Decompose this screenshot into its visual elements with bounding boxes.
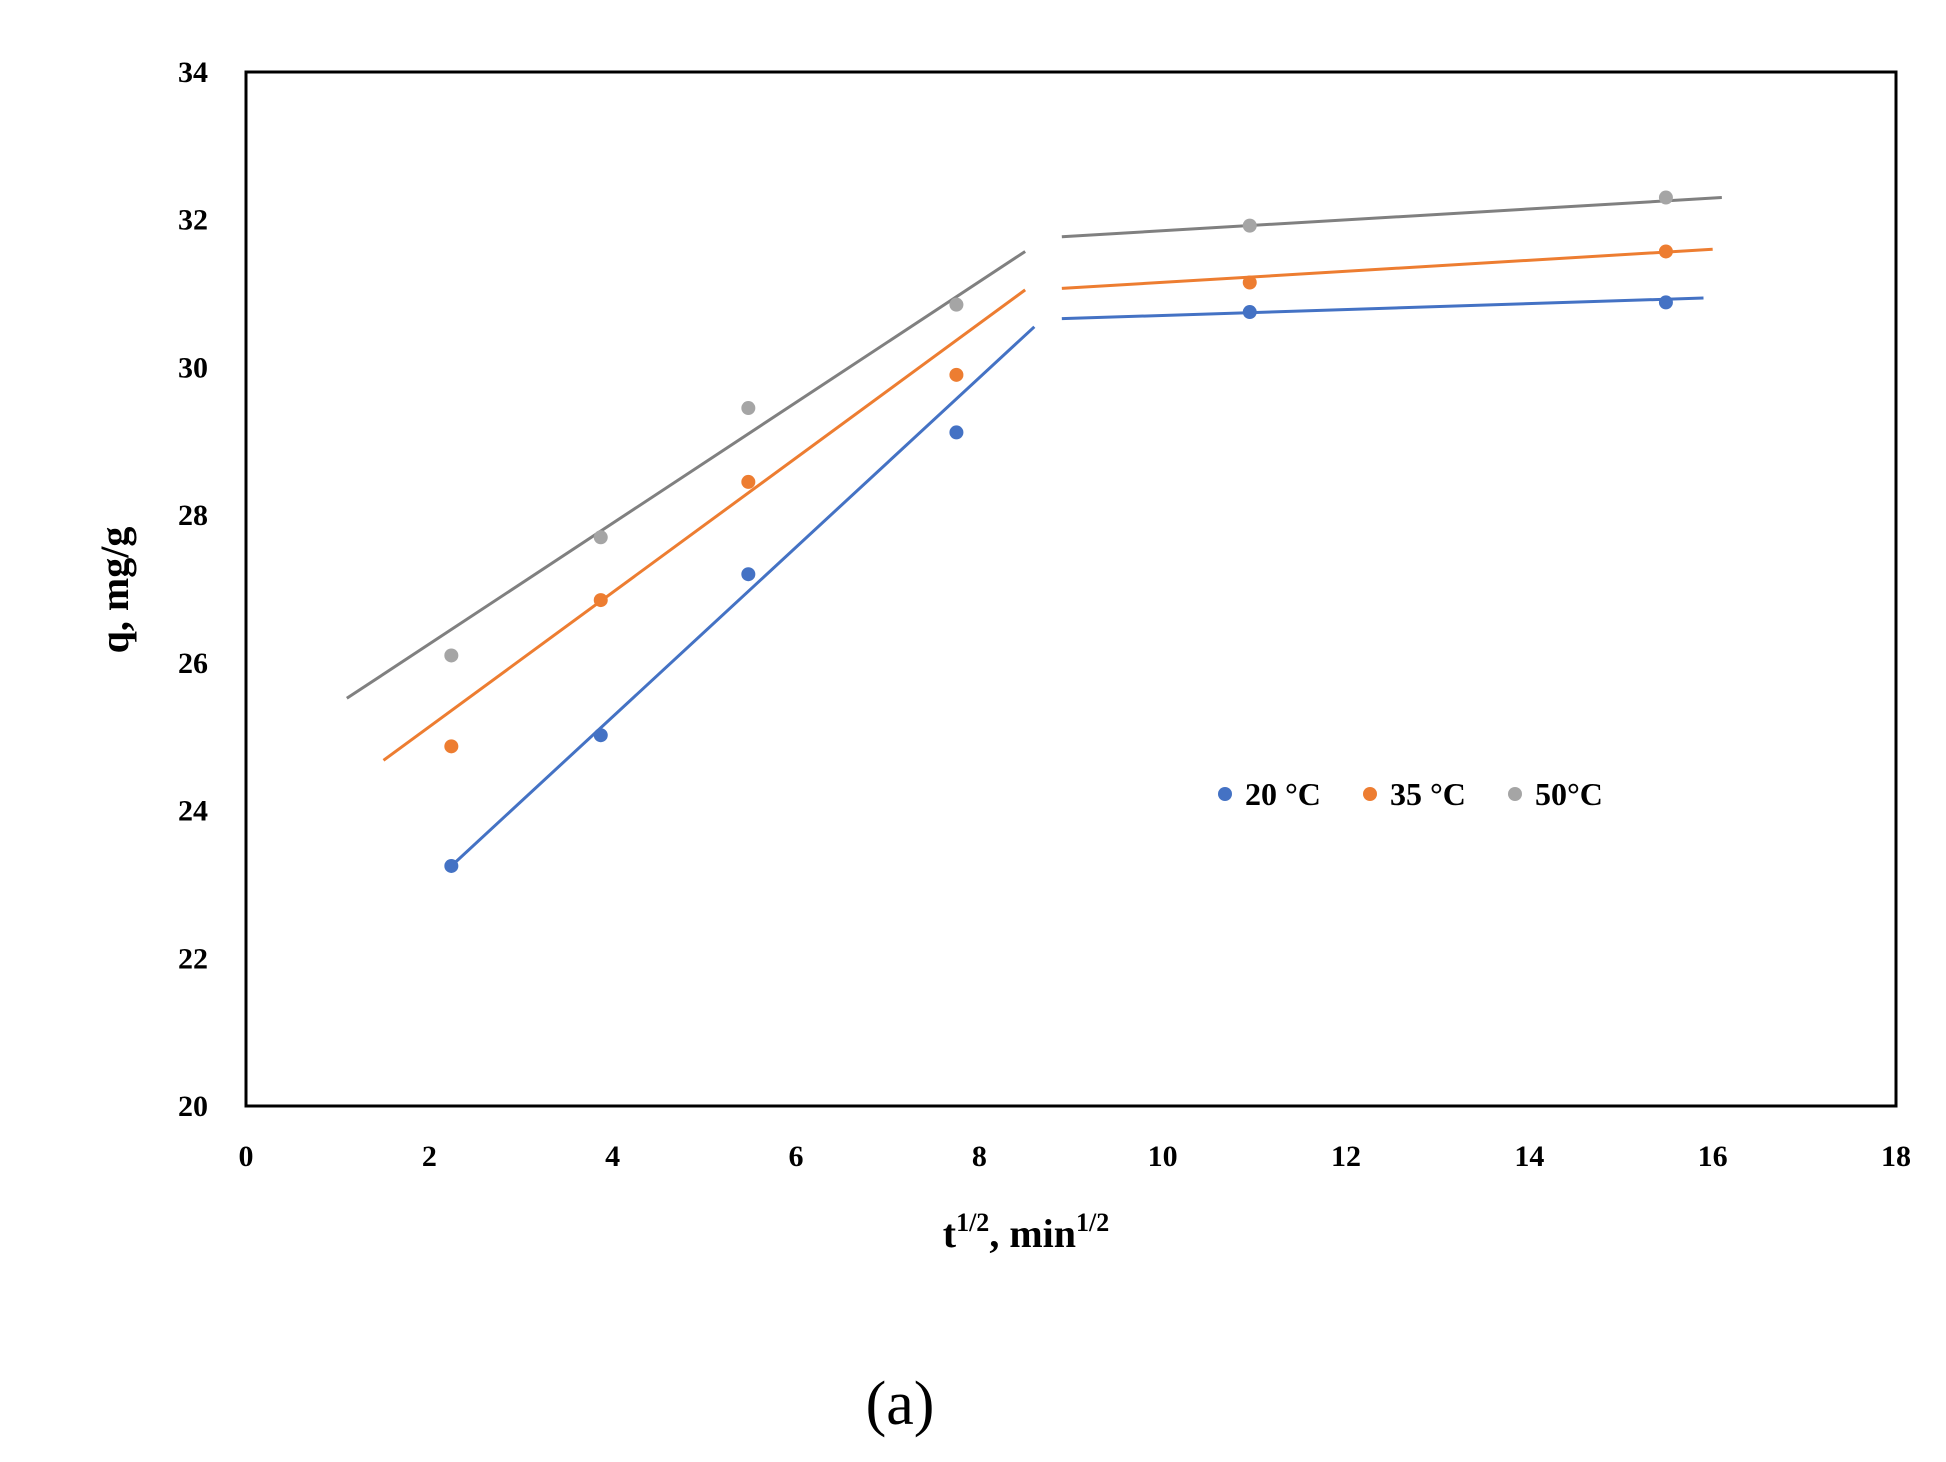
point-series-1 bbox=[1658, 295, 1673, 310]
y-axis-title: q, mg/g bbox=[92, 527, 137, 654]
x-axis-title-sup: 1/2 bbox=[956, 1208, 989, 1237]
legend: 20 °C 35 °C 50°C bbox=[1218, 776, 1603, 812]
point-series-3 bbox=[949, 297, 964, 312]
legend-marker-series-2 bbox=[1363, 787, 1377, 801]
x-tick-label: 12 bbox=[1331, 1140, 1361, 1173]
point-series-1 bbox=[444, 858, 459, 873]
y-tick-label: 24 bbox=[178, 795, 208, 828]
point-series-1 bbox=[949, 425, 964, 440]
y-tick-label: 30 bbox=[178, 351, 208, 384]
legend-marker-series-3 bbox=[1508, 787, 1522, 801]
y-tick-label: 22 bbox=[178, 942, 208, 975]
point-series-3 bbox=[444, 648, 459, 663]
y-tick-label: 32 bbox=[178, 204, 208, 237]
panel-label: (a) bbox=[866, 1370, 935, 1438]
point-series-2 bbox=[1242, 275, 1257, 290]
y-axis-ticks: 20 22 24 26 28 30 32 34 bbox=[178, 56, 208, 1123]
x-tick-label: 6 bbox=[789, 1140, 804, 1173]
point-series-1 bbox=[593, 728, 608, 743]
point-series-2 bbox=[741, 474, 756, 489]
trendline-series-2-segment-2 bbox=[1061, 247, 1713, 290]
x-tick-label: 16 bbox=[1698, 1140, 1728, 1173]
y-tick-label: 28 bbox=[178, 499, 208, 532]
point-series-3 bbox=[741, 401, 756, 416]
point-series-3 bbox=[593, 530, 608, 545]
x-axis-title-unit: , min bbox=[989, 1211, 1076, 1256]
x-tick-label: 8 bbox=[972, 1140, 987, 1173]
plot-frame bbox=[244, 70, 1898, 1108]
trendline-series-1-segment-2 bbox=[1061, 296, 1704, 321]
trendline-series-2-segment-1 bbox=[382, 288, 1027, 762]
y-tick-label: 20 bbox=[178, 1090, 208, 1123]
point-series-1 bbox=[741, 567, 756, 582]
legend-label-series-2: 35 °C bbox=[1390, 776, 1466, 812]
point-series-2 bbox=[593, 593, 608, 608]
x-tick-label: 14 bbox=[1514, 1140, 1544, 1173]
y-tick-label: 34 bbox=[178, 56, 208, 89]
point-series-2 bbox=[1658, 244, 1673, 259]
legend-label-series-3: 50°C bbox=[1535, 776, 1603, 812]
trendline-series-3-segment-2 bbox=[1061, 196, 1722, 239]
x-tick-label: 2 bbox=[422, 1140, 437, 1173]
x-tick-label: 0 bbox=[239, 1140, 254, 1173]
x-tick-label: 4 bbox=[605, 1140, 620, 1173]
data-points bbox=[444, 190, 1673, 873]
x-axis-title-unit-sup: 1/2 bbox=[1076, 1208, 1109, 1237]
trendlines bbox=[346, 196, 1722, 868]
x-axis-title: t1/2, min1/2 bbox=[943, 1208, 1109, 1256]
trendline-series-3-segment-1 bbox=[346, 250, 1026, 700]
point-series-3 bbox=[1242, 218, 1257, 233]
point-series-3 bbox=[1658, 190, 1673, 205]
x-axis-title-base: t bbox=[943, 1211, 957, 1256]
point-series-2 bbox=[949, 367, 964, 382]
legend-label-series-1: 20 °C bbox=[1245, 776, 1321, 812]
trendline-series-1-segment-1 bbox=[450, 325, 1036, 868]
x-tick-label: 10 bbox=[1148, 1140, 1178, 1173]
x-tick-label: 18 bbox=[1881, 1140, 1911, 1173]
point-series-1 bbox=[1242, 305, 1257, 320]
point-series-2 bbox=[444, 739, 459, 754]
legend-marker-series-1 bbox=[1218, 787, 1232, 801]
y-tick-label: 26 bbox=[178, 647, 208, 680]
x-axis-ticks: 0 2 4 6 8 10 12 14 16 18 bbox=[239, 1140, 1912, 1173]
